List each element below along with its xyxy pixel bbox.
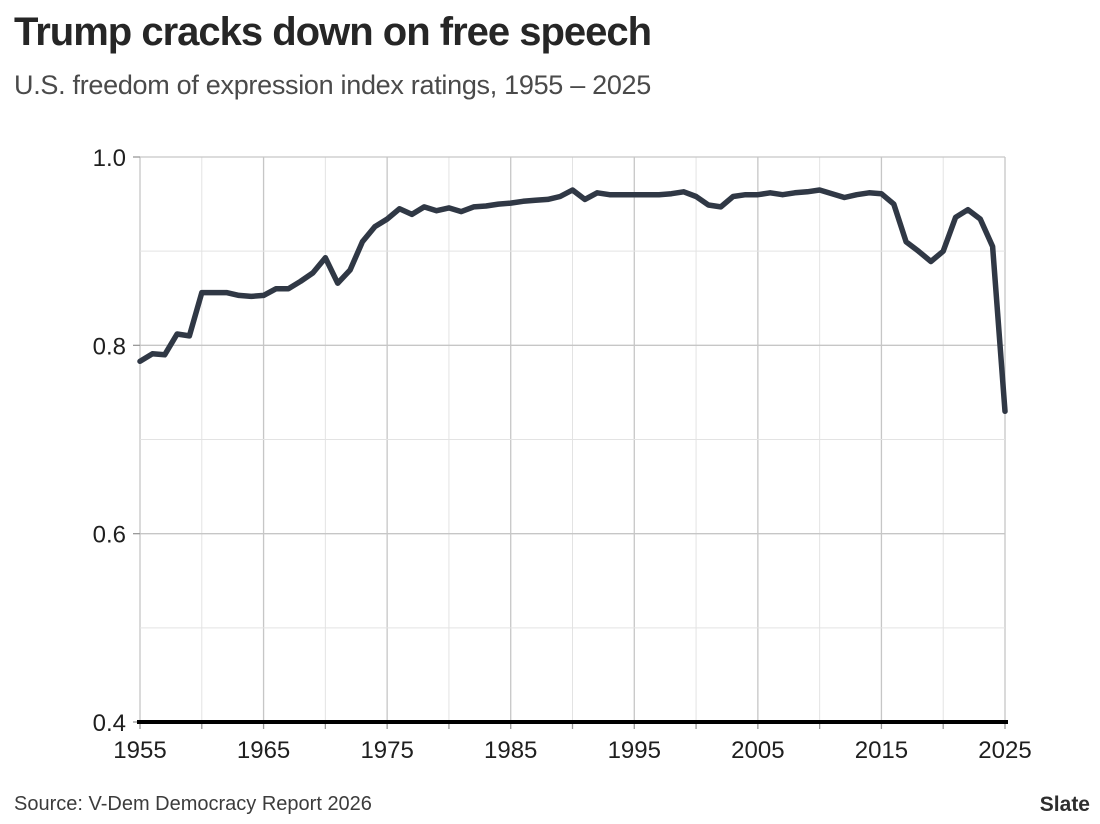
y-tick-label: 0.4 <box>93 710 126 737</box>
x-tick-label: 1955 <box>113 737 166 764</box>
x-tick-label: 1975 <box>360 737 413 764</box>
y-tick-label: 0.8 <box>93 333 126 360</box>
x-tick-label: 1995 <box>608 737 661 764</box>
x-tick-label: 1965 <box>237 737 290 764</box>
x-tick-label: 2005 <box>731 737 784 764</box>
brand-logo: Slate <box>1039 793 1090 816</box>
x-tick-label: 2015 <box>855 737 908 764</box>
y-tick-label: 1.0 <box>93 145 126 172</box>
source-note: Source: V-Dem Democracy Report 2026 <box>14 793 372 815</box>
freedom-of-expression-line <box>137 187 1008 415</box>
x-tick-label: 2025 <box>978 737 1031 764</box>
x-tick-label: 1985 <box>484 737 537 764</box>
chart-title: Trump cracks down on free speech <box>14 10 652 54</box>
chart-subtitle: U.S. freedom of expression index ratings… <box>14 70 651 100</box>
y-tick-label: 0.6 <box>93 522 126 549</box>
